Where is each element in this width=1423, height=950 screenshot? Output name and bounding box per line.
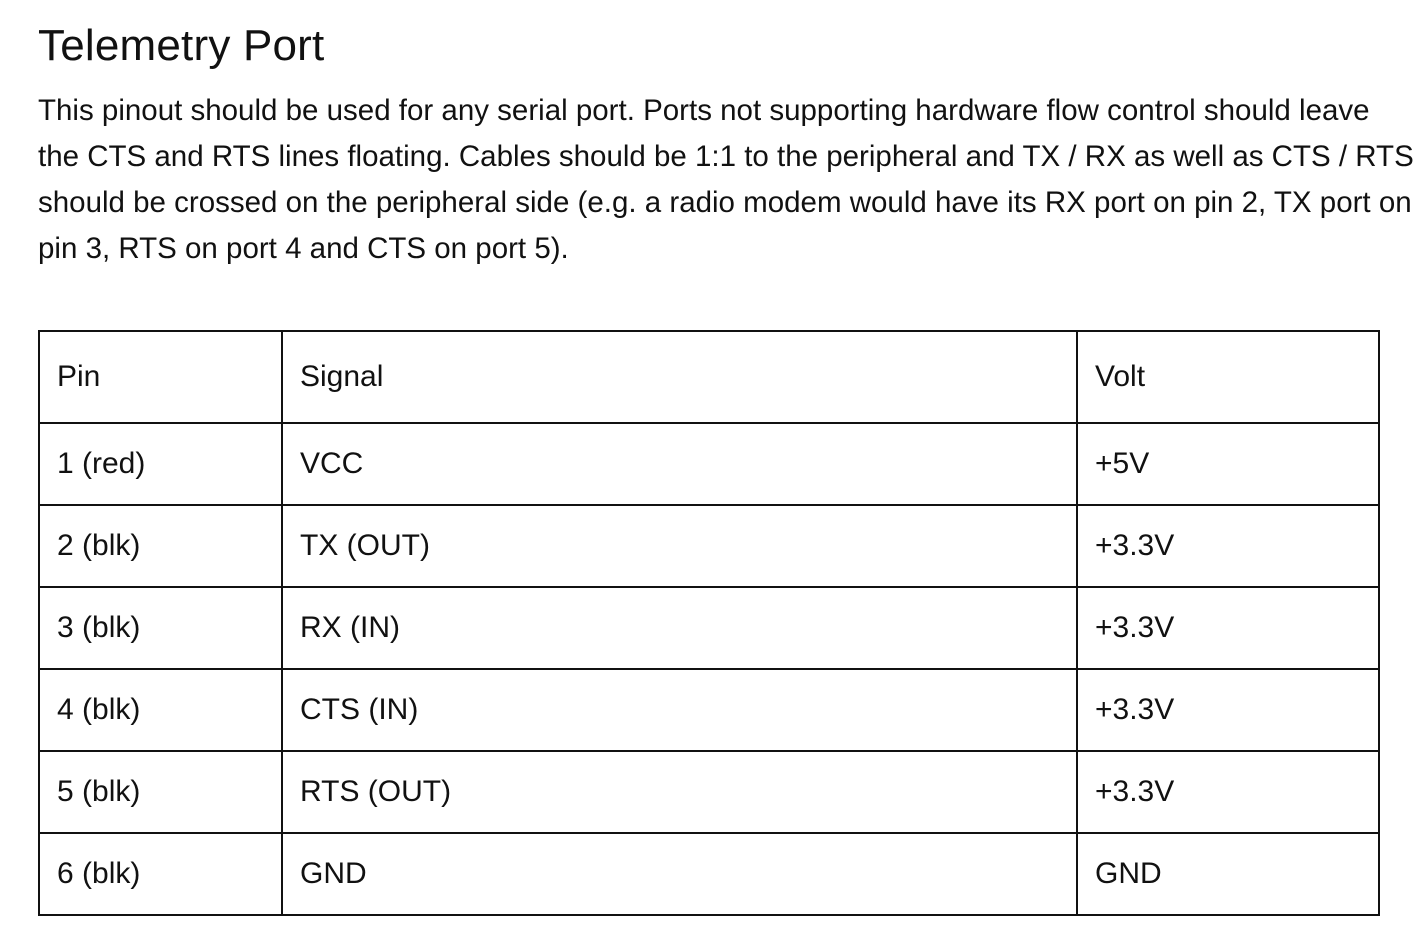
cell-signal: CTS (IN) [281, 668, 1078, 752]
table-row: 4 (blk) CTS (IN) +3.3V [38, 668, 1380, 752]
cell-volt: +3.3V [1076, 586, 1380, 670]
table-row: 3 (blk) RX (IN) +3.3V [38, 586, 1380, 670]
column-header-volt: Volt [1076, 330, 1380, 424]
cell-signal: RX (IN) [281, 586, 1078, 670]
cell-signal: RTS (OUT) [281, 750, 1078, 834]
cell-pin: 2 (blk) [38, 504, 283, 588]
cell-signal: TX (OUT) [281, 504, 1078, 588]
table-row: 2 (blk) TX (OUT) +3.3V [38, 504, 1380, 588]
column-header-pin: Pin [38, 330, 283, 424]
cell-volt: +5V [1076, 422, 1380, 506]
cell-signal: VCC [281, 422, 1078, 506]
cell-signal: GND [281, 832, 1078, 916]
table-row: 1 (red) VCC +5V [38, 422, 1380, 506]
cell-pin: 3 (blk) [38, 586, 283, 670]
document-content: Telemetry Port This pinout should be use… [38, 18, 1418, 272]
cell-pin: 1 (red) [38, 422, 283, 506]
cell-volt: +3.3V [1076, 504, 1380, 588]
cell-pin: 5 (blk) [38, 750, 283, 834]
column-header-signal: Signal [281, 330, 1078, 424]
cell-pin: 6 (blk) [38, 832, 283, 916]
pinout-table: Pin Signal Volt 1 (red) VCC +5V 2 (blk) … [38, 330, 1380, 916]
table-row: 6 (blk) GND GND [38, 832, 1380, 916]
page-title: Telemetry Port [38, 21, 325, 70]
table-header-row: Pin Signal Volt [38, 330, 1380, 424]
cell-volt: +3.3V [1076, 750, 1380, 834]
cell-pin: 4 (blk) [38, 668, 283, 752]
cell-volt: +3.3V [1076, 668, 1380, 752]
intro-paragraph: This pinout should be used for any seria… [38, 94, 1414, 265]
table-row: 5 (blk) RTS (OUT) +3.3V [38, 750, 1380, 834]
cell-volt: GND [1076, 832, 1380, 916]
